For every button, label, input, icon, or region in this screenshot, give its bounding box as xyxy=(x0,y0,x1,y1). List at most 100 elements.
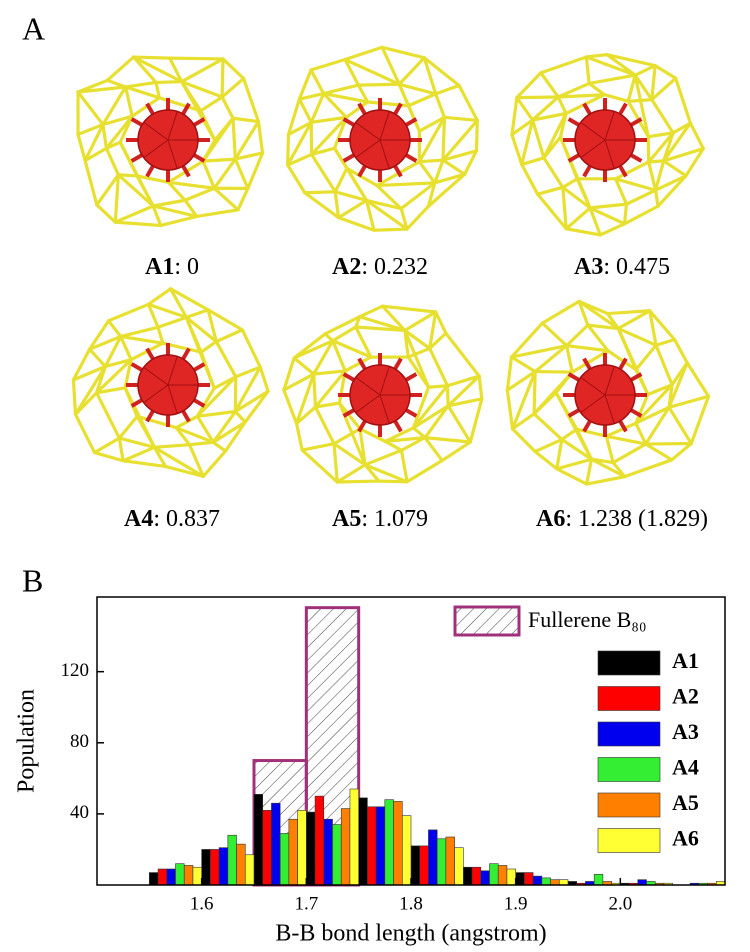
bond xyxy=(214,159,235,188)
bond xyxy=(625,204,627,224)
bond xyxy=(115,206,153,222)
bond xyxy=(360,306,383,317)
bar xyxy=(237,844,246,885)
bond xyxy=(425,438,470,442)
bond xyxy=(302,450,337,482)
bar xyxy=(411,846,420,885)
legend-swatch xyxy=(598,651,660,675)
bond xyxy=(408,94,435,106)
bar xyxy=(533,876,542,885)
bond xyxy=(161,216,197,225)
bond xyxy=(542,323,566,346)
bond xyxy=(563,187,566,228)
legend-swatch xyxy=(598,829,660,853)
bond xyxy=(182,59,223,82)
bond xyxy=(628,100,651,102)
bond xyxy=(652,78,676,99)
bond xyxy=(541,57,587,73)
bond xyxy=(338,218,373,231)
bond xyxy=(288,165,305,193)
bond xyxy=(235,159,248,188)
bond xyxy=(557,459,592,469)
bond xyxy=(103,125,106,149)
bond xyxy=(557,469,587,484)
cluster xyxy=(73,289,268,477)
bond xyxy=(658,176,686,206)
bond xyxy=(311,94,323,123)
bond xyxy=(158,327,163,343)
bond xyxy=(542,301,579,323)
bond xyxy=(413,386,447,428)
bond xyxy=(121,327,158,336)
bar xyxy=(315,796,324,885)
bond xyxy=(534,372,572,414)
bond xyxy=(517,98,533,120)
bond xyxy=(436,312,446,333)
bond xyxy=(690,123,703,148)
bond xyxy=(186,310,208,318)
bond xyxy=(299,99,311,122)
bond xyxy=(425,438,442,461)
bond xyxy=(652,100,673,133)
bond xyxy=(242,330,260,367)
structures: A1: 0A2: 0.232A3: 0.475A4: 0.837A5: 1.07… xyxy=(73,47,708,531)
bond xyxy=(123,461,165,467)
bond xyxy=(238,188,248,209)
bar xyxy=(350,789,359,885)
bond xyxy=(522,158,544,165)
bond xyxy=(669,396,709,407)
y-tick-label: 40 xyxy=(70,802,89,823)
bond xyxy=(153,200,185,206)
bond xyxy=(604,95,628,102)
bar xyxy=(367,807,376,885)
bond xyxy=(541,73,558,97)
bond xyxy=(507,357,511,390)
structure-name: A1 xyxy=(145,254,174,280)
bond xyxy=(170,58,223,59)
structure-energy: : 0.475 xyxy=(603,254,670,280)
x-tick-label: 1.9 xyxy=(504,893,528,914)
bond xyxy=(636,345,656,370)
bond xyxy=(407,206,428,229)
bond xyxy=(517,97,558,98)
bond xyxy=(558,97,566,114)
bond xyxy=(337,481,378,482)
bond xyxy=(222,79,243,97)
bond xyxy=(563,179,577,188)
bar xyxy=(306,812,315,885)
bar xyxy=(437,839,446,885)
structure-energy: : 0.232 xyxy=(361,254,428,280)
bar xyxy=(219,848,228,885)
legend-swatch xyxy=(455,607,519,635)
bar xyxy=(359,798,368,885)
bond xyxy=(566,229,600,235)
bond xyxy=(216,342,235,377)
bond xyxy=(109,304,149,320)
bond xyxy=(185,188,214,200)
bond xyxy=(168,182,214,188)
bar xyxy=(516,873,525,885)
bond xyxy=(676,78,691,123)
bond xyxy=(443,160,465,174)
bar xyxy=(402,816,411,885)
bond xyxy=(115,175,118,222)
cluster xyxy=(78,57,263,225)
bond xyxy=(314,374,316,407)
bond xyxy=(311,60,345,70)
bond xyxy=(656,345,672,385)
bond xyxy=(675,340,688,363)
structure-caption: A6: 1.238 (1.829) xyxy=(536,506,708,532)
bond xyxy=(107,80,125,87)
bond xyxy=(470,399,482,442)
bond xyxy=(118,175,137,176)
bar xyxy=(333,825,342,885)
bond xyxy=(119,438,123,461)
bond xyxy=(407,461,442,482)
bond xyxy=(625,206,658,224)
bond xyxy=(442,442,470,461)
bar xyxy=(472,867,481,885)
bar xyxy=(263,810,272,885)
bond xyxy=(334,444,337,482)
bar xyxy=(551,880,560,885)
bond xyxy=(197,210,238,217)
